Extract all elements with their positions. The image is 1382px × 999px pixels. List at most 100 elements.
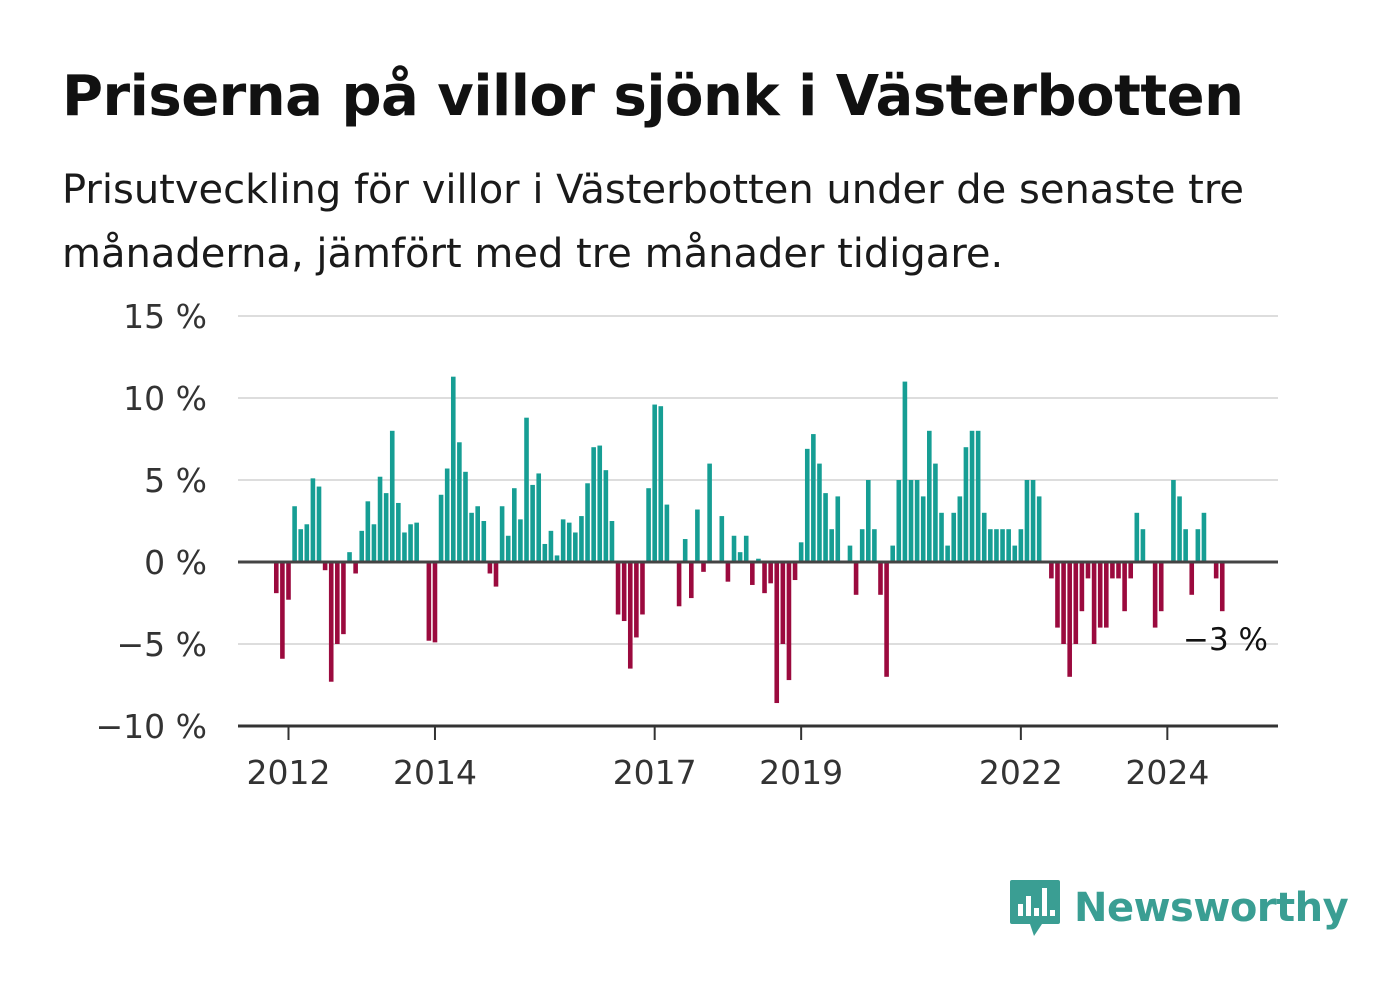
bar — [1104, 562, 1109, 628]
y-tick-label: 15 % — [123, 297, 207, 336]
bar — [615, 562, 621, 615]
x-tick-label: 2017 — [613, 753, 697, 792]
bar — [988, 529, 993, 562]
bar — [530, 484, 535, 562]
bar — [481, 521, 487, 562]
bar — [1128, 562, 1134, 579]
bar — [505, 535, 511, 562]
bar — [591, 447, 596, 562]
bar — [743, 535, 749, 562]
bar — [487, 562, 493, 574]
bar — [609, 521, 615, 562]
bar — [1177, 496, 1182, 562]
bar — [902, 381, 908, 562]
bar — [817, 463, 822, 562]
bar — [1085, 562, 1091, 579]
bar — [1122, 562, 1127, 612]
bar — [768, 562, 773, 584]
bar — [286, 562, 291, 600]
bar — [603, 470, 609, 562]
bar — [359, 530, 365, 562]
bar — [365, 501, 371, 562]
bar — [396, 502, 401, 562]
bar — [475, 506, 480, 562]
bar — [469, 512, 474, 562]
bar — [554, 555, 560, 562]
bar — [1195, 529, 1201, 562]
bar — [908, 480, 914, 562]
bar — [798, 542, 804, 562]
bar — [701, 562, 706, 572]
bar — [914, 480, 920, 562]
bar — [1079, 562, 1085, 612]
bar — [377, 476, 383, 562]
bar — [933, 463, 938, 562]
bar — [884, 562, 889, 677]
bar — [1183, 529, 1188, 562]
bar — [304, 524, 310, 562]
bar — [414, 522, 419, 562]
axes — [238, 560, 1278, 728]
bar — [804, 448, 810, 562]
bar — [1018, 529, 1024, 562]
bar — [499, 506, 505, 562]
bar — [389, 430, 395, 562]
bar — [737, 552, 743, 562]
bar — [780, 562, 786, 644]
bar — [664, 504, 670, 562]
y-tick-label: 0 % — [144, 543, 207, 582]
bar — [774, 562, 780, 704]
bar — [927, 430, 932, 562]
chart-title: Priserna på villor sjönk i Västerbotten — [62, 64, 1244, 129]
bar — [640, 562, 645, 615]
bar — [1110, 562, 1115, 579]
bar — [707, 463, 712, 562]
bar — [859, 529, 865, 562]
bar — [450, 376, 456, 562]
bar — [823, 493, 828, 562]
bar — [1000, 529, 1005, 562]
bar — [1158, 562, 1164, 612]
last-value-label: −3 % — [1183, 622, 1268, 658]
bar — [1152, 562, 1158, 628]
bar — [310, 478, 316, 562]
x-tick-label: 2012 — [247, 753, 331, 792]
bar — [829, 529, 834, 562]
bar — [981, 512, 987, 562]
bar — [731, 535, 737, 562]
bar — [438, 494, 444, 562]
bar — [847, 545, 853, 562]
bar — [634, 562, 639, 638]
bar — [518, 519, 523, 562]
bar — [371, 524, 377, 562]
y-tick-label: −5 % — [117, 625, 208, 664]
bar — [658, 406, 664, 562]
bar — [1091, 562, 1097, 644]
bar — [292, 506, 297, 562]
bar — [1219, 562, 1225, 612]
bar — [328, 562, 334, 682]
bar — [786, 562, 792, 681]
bar — [957, 496, 963, 562]
bar — [1036, 496, 1042, 562]
x-tick-label: 2019 — [759, 753, 843, 792]
bar — [444, 468, 450, 562]
x-axis-ticks: 2012 2014 2017 2019 2022 2024 — [247, 726, 1209, 792]
bar — [1134, 512, 1140, 562]
newsworthy-logo: Newsworthy — [1008, 878, 1349, 938]
bar — [512, 488, 517, 562]
bar — [457, 442, 462, 562]
annotations: −3 % — [1183, 622, 1268, 658]
y-tick-label: 10 % — [123, 379, 207, 418]
bar — [835, 496, 841, 562]
bar — [1024, 480, 1030, 562]
bar — [1030, 480, 1036, 562]
bar — [432, 562, 438, 643]
bar — [566, 522, 572, 562]
bar — [542, 543, 548, 562]
bar — [878, 562, 883, 595]
x-tick-label: 2014 — [393, 753, 477, 792]
bar — [335, 562, 340, 644]
bar — [676, 562, 682, 607]
